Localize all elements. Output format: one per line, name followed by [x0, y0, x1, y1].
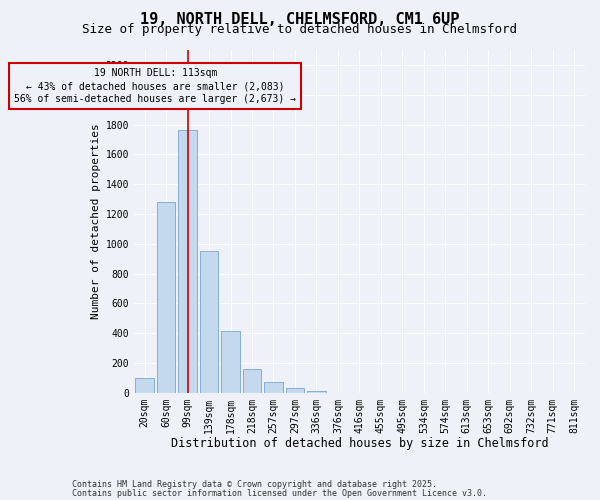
Text: 19 NORTH DELL: 113sqm
← 43% of detached houses are smaller (2,083)
56% of semi-d: 19 NORTH DELL: 113sqm ← 43% of detached … [14, 68, 296, 104]
Text: Contains HM Land Registry data © Crown copyright and database right 2025.: Contains HM Land Registry data © Crown c… [72, 480, 437, 489]
Text: 19, NORTH DELL, CHELMSFORD, CM1 6UP: 19, NORTH DELL, CHELMSFORD, CM1 6UP [140, 12, 460, 28]
Y-axis label: Number of detached properties: Number of detached properties [91, 124, 101, 319]
Bar [243, 369, 261, 392]
Bar [307, 391, 326, 392]
Bar [157, 202, 175, 392]
Bar [221, 331, 239, 392]
Bar [200, 251, 218, 392]
Bar [265, 382, 283, 392]
Bar [286, 388, 304, 392]
X-axis label: Distribution of detached houses by size in Chelmsford: Distribution of detached houses by size … [170, 437, 548, 450]
Bar [178, 130, 197, 392]
Bar [136, 378, 154, 392]
Text: Size of property relative to detached houses in Chelmsford: Size of property relative to detached ho… [83, 22, 517, 36]
Text: Contains public sector information licensed under the Open Government Licence v3: Contains public sector information licen… [72, 488, 487, 498]
